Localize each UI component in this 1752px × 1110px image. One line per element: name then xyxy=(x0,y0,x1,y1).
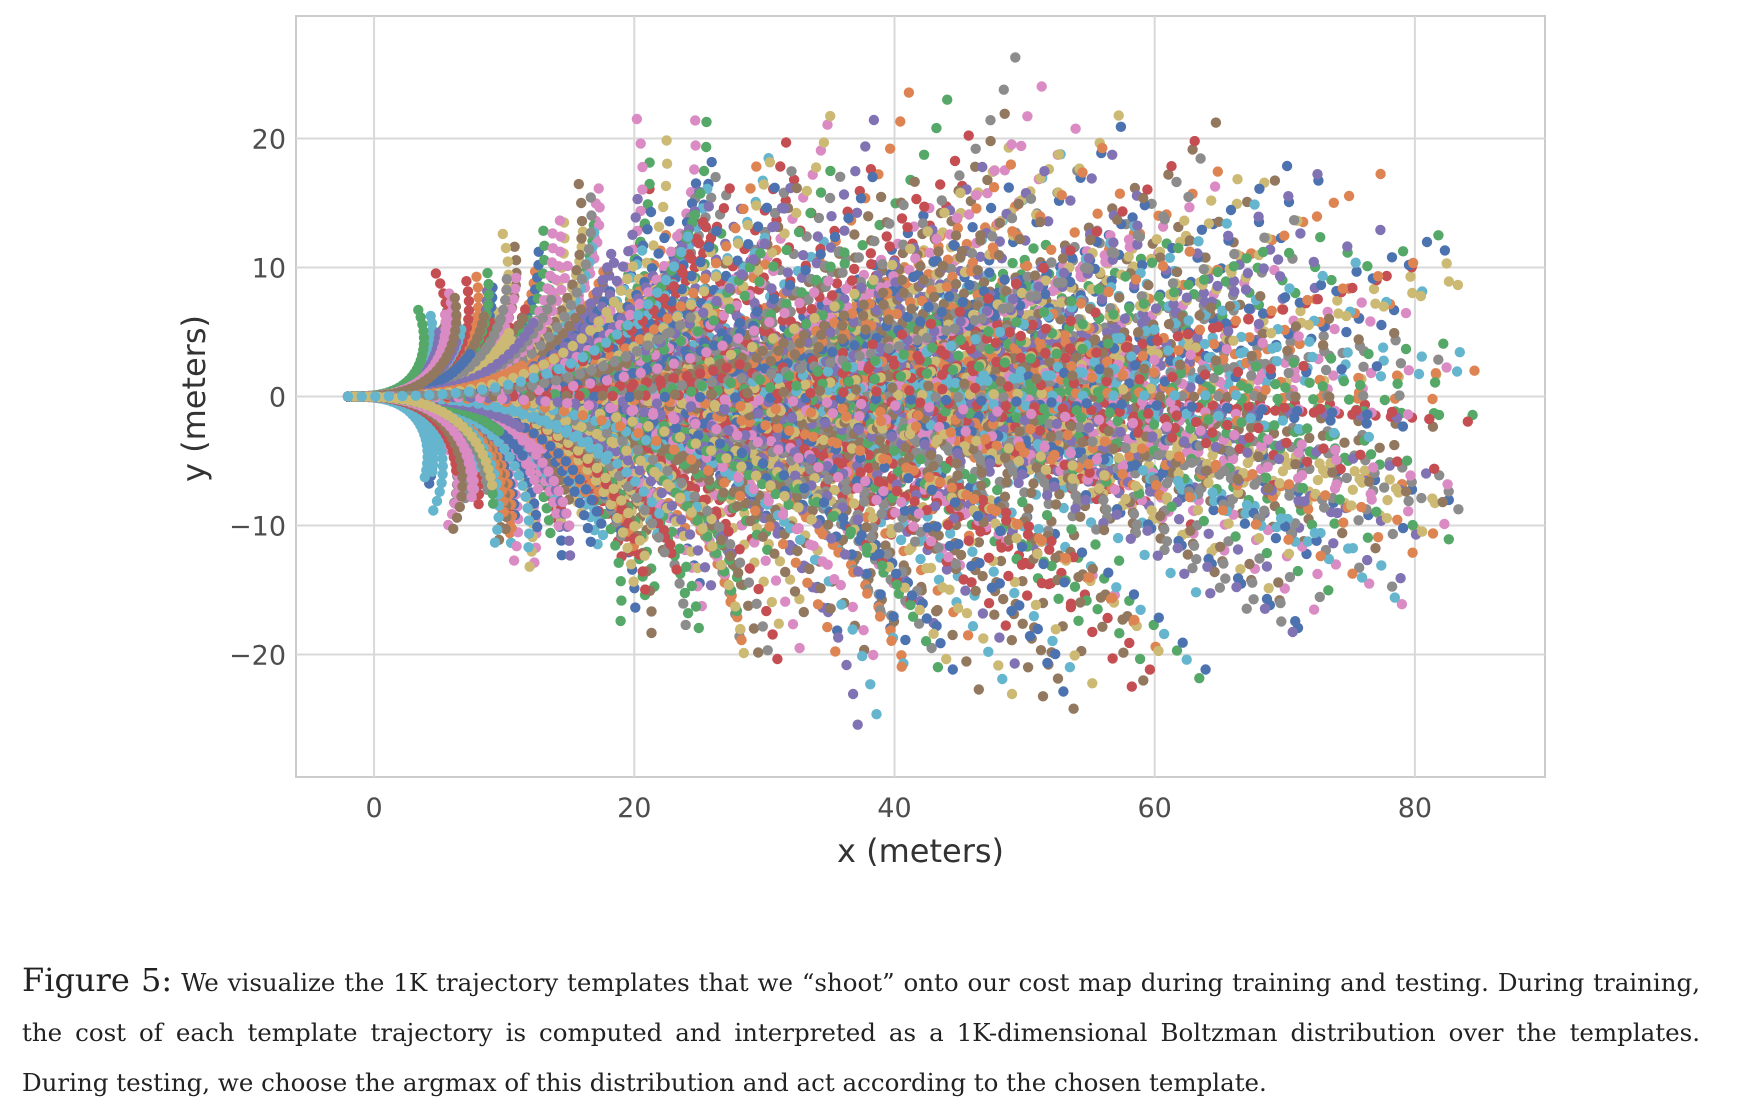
trajectory-point xyxy=(706,156,717,168)
trajectory-point xyxy=(1403,506,1414,517)
data-points xyxy=(342,52,1480,730)
trajectory-point xyxy=(753,647,764,658)
trajectory-point xyxy=(1328,197,1340,208)
trajectory-point xyxy=(786,166,797,177)
trajectory-point xyxy=(689,164,700,175)
trajectory-point xyxy=(1009,587,1020,599)
trajectory-point xyxy=(775,161,786,172)
trajectory-point xyxy=(967,546,978,557)
trajectory-point xyxy=(630,602,641,613)
trajectory-point xyxy=(1124,637,1135,649)
trajectory-point xyxy=(1362,532,1374,543)
trajectory-point xyxy=(1395,573,1406,584)
trajectory-point xyxy=(706,192,717,203)
trajectory-point xyxy=(978,633,989,644)
trajectory-point xyxy=(961,608,973,619)
trajectory-point xyxy=(1064,662,1076,673)
trajectory-point xyxy=(1208,504,1219,516)
trajectory-point xyxy=(1073,615,1084,626)
trajectory-point xyxy=(1144,664,1156,675)
trajectory-point xyxy=(780,137,792,148)
trajectory-point xyxy=(773,618,784,629)
trajectory-point xyxy=(690,115,701,126)
trajectory-point xyxy=(1053,593,1064,604)
trajectory-point xyxy=(1194,673,1205,684)
trajectory-point xyxy=(849,229,860,240)
trajectory-point xyxy=(1239,518,1251,529)
trajectory-point xyxy=(1102,612,1113,624)
trajectory-point xyxy=(1047,635,1058,647)
trajectory-point xyxy=(988,566,999,577)
trajectory-point xyxy=(1403,495,1414,507)
trajectory-point xyxy=(1362,554,1373,566)
trajectory-scatter-figure: 0 20 40 60 80 −20 −10 0 10 20 x (meters) y (mete… xyxy=(175,15,1546,870)
trajectory-point xyxy=(510,255,522,266)
trajectory-point xyxy=(509,241,520,252)
trajectory-point xyxy=(1212,166,1224,177)
trajectory-point xyxy=(1270,533,1282,544)
trajectory-point xyxy=(1115,121,1127,132)
trajectory-point xyxy=(748,623,760,634)
trajectory-point xyxy=(690,140,701,151)
trajectory-point xyxy=(993,660,1004,671)
trajectory-point xyxy=(766,596,777,608)
trajectory-point xyxy=(710,171,721,183)
trajectory-point xyxy=(875,191,887,203)
trajectory-point xyxy=(1028,611,1040,622)
trajectory-point xyxy=(863,211,874,222)
trajectory-point xyxy=(1439,518,1450,530)
trajectory-point xyxy=(1070,123,1081,134)
trajectory-point xyxy=(1328,538,1339,549)
trajectory-point xyxy=(1006,688,1018,700)
